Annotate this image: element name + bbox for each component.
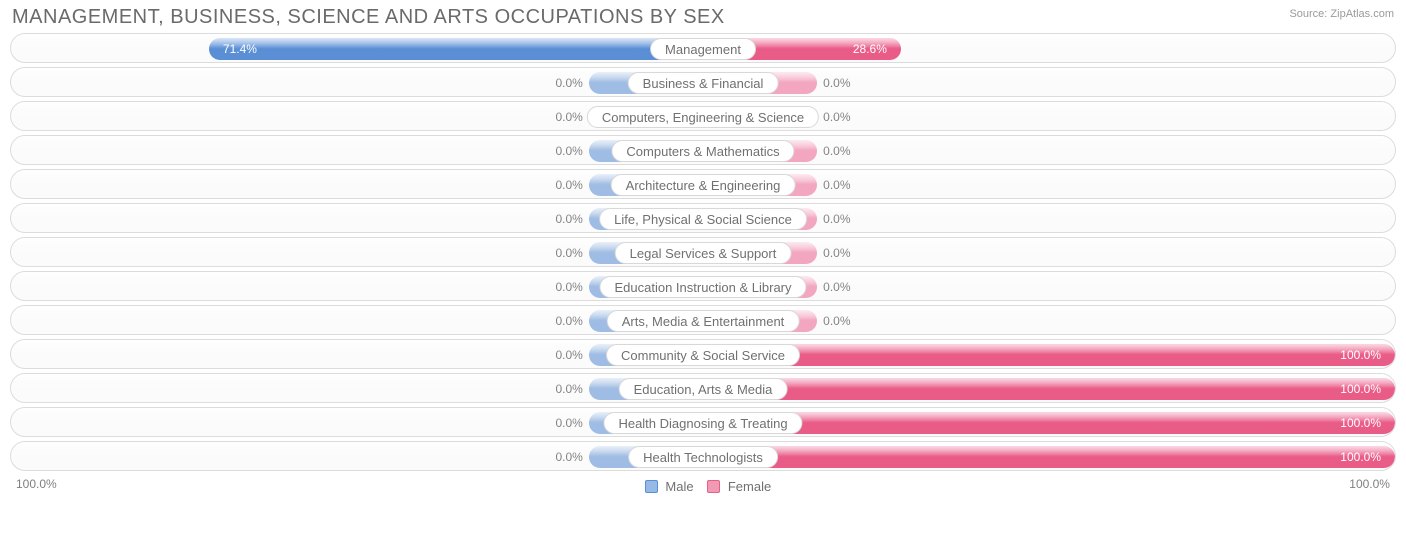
- chart-row: 0.0% 0.0% Arts, Media & Entertainment: [10, 305, 1396, 335]
- chart-row: 71.4% 28.6% Management: [10, 33, 1396, 63]
- category-label: Business & Financial: [628, 72, 779, 94]
- male-value: 0.0%: [555, 272, 582, 301]
- legend-swatch-male: [645, 480, 658, 493]
- female-value: 100.0%: [1332, 344, 1389, 366]
- chart-row: 0.0% 0.0% Computers & Mathematics: [10, 135, 1396, 165]
- female-value: 100.0%: [1332, 378, 1389, 400]
- chart-row: 0.0% 0.0% Education Instruction & Library: [10, 271, 1396, 301]
- male-value: 0.0%: [555, 374, 582, 403]
- chart-row: 0.0% 0.0% Business & Financial: [10, 67, 1396, 97]
- axis-left-label: 100.0%: [16, 477, 57, 494]
- legend: Male Female: [635, 477, 771, 494]
- female-value: 0.0%: [823, 136, 850, 165]
- occupations-by-sex-chart: MANAGEMENT, BUSINESS, SCIENCE AND ARTS O…: [0, 0, 1406, 494]
- male-value: 0.0%: [555, 408, 582, 437]
- category-label: Computers & Mathematics: [611, 140, 794, 162]
- x-axis: 100.0% Male Female 100.0%: [0, 475, 1406, 494]
- female-bar: 100.0%: [707, 412, 1395, 434]
- male-value: 0.0%: [555, 136, 582, 165]
- female-value: 100.0%: [1332, 412, 1389, 434]
- female-value: 0.0%: [823, 238, 850, 267]
- category-label: Arts, Media & Entertainment: [607, 310, 800, 332]
- category-label: Education, Arts & Media: [619, 378, 788, 400]
- male-value: 0.0%: [555, 442, 582, 471]
- chart-row: 0.0% 0.0% Architecture & Engineering: [10, 169, 1396, 199]
- category-label: Legal Services & Support: [615, 242, 792, 264]
- female-value: 28.6%: [845, 38, 895, 60]
- category-label: Computers, Engineering & Science: [587, 106, 819, 128]
- category-label: Community & Social Service: [606, 344, 800, 366]
- chart-header: MANAGEMENT, BUSINESS, SCIENCE AND ARTS O…: [0, 0, 1406, 33]
- male-value: 0.0%: [555, 68, 582, 97]
- female-value: 0.0%: [823, 306, 850, 335]
- female-bar: 100.0%: [707, 378, 1395, 400]
- legend-label-female: Female: [728, 479, 771, 494]
- male-value: 71.4%: [215, 38, 265, 60]
- female-bar: 100.0%: [707, 446, 1395, 468]
- legend-label-male: Male: [665, 479, 693, 494]
- male-value: 0.0%: [555, 170, 582, 199]
- legend-swatch-female: [707, 480, 720, 493]
- chart-title: MANAGEMENT, BUSINESS, SCIENCE AND ARTS O…: [12, 6, 725, 29]
- axis-right-label: 100.0%: [1349, 477, 1390, 494]
- male-value: 0.0%: [555, 340, 582, 369]
- female-value: 0.0%: [823, 170, 850, 199]
- chart-row: 0.0% 0.0% Legal Services & Support: [10, 237, 1396, 267]
- male-value: 0.0%: [555, 102, 582, 131]
- female-value: 0.0%: [823, 102, 850, 131]
- male-value: 0.0%: [555, 238, 582, 267]
- male-value: 0.0%: [555, 306, 582, 335]
- female-value: 100.0%: [1332, 446, 1389, 468]
- female-value: 0.0%: [823, 204, 850, 233]
- chart-row: 0.0% 100.0% Health Technologists: [10, 441, 1396, 471]
- category-label: Health Diagnosing & Treating: [603, 412, 802, 434]
- category-label: Life, Physical & Social Science: [599, 208, 807, 230]
- female-bar: 100.0%: [707, 344, 1395, 366]
- male-bar: 71.4%: [209, 38, 699, 60]
- chart-source: Source: ZipAtlas.com: [1289, 6, 1394, 20]
- chart-rows: 71.4% 28.6% Management 0.0% 0.0% Business & F…: [0, 33, 1406, 471]
- category-label: Education Instruction & Library: [599, 276, 806, 298]
- chart-row: 0.0% 100.0% Education, Arts & Media: [10, 373, 1396, 403]
- category-label: Health Technologists: [628, 446, 778, 468]
- chart-row: 0.0% 100.0% Health Diagnosing & Treating: [10, 407, 1396, 437]
- category-label: Management: [650, 38, 756, 60]
- chart-row: 0.0% 0.0%Computers, Engineering & Science: [10, 101, 1396, 131]
- source-name: ZipAtlas.com: [1330, 8, 1394, 20]
- female-value: 0.0%: [823, 272, 850, 301]
- male-value: 0.0%: [555, 204, 582, 233]
- source-label: Source:: [1289, 8, 1327, 20]
- female-value: 0.0%: [823, 68, 850, 97]
- chart-row: 0.0% 0.0% Life, Physical & Social Science: [10, 203, 1396, 233]
- category-label: Architecture & Engineering: [611, 174, 796, 196]
- chart-row: 0.0% 100.0% Community & Social Service: [10, 339, 1396, 369]
